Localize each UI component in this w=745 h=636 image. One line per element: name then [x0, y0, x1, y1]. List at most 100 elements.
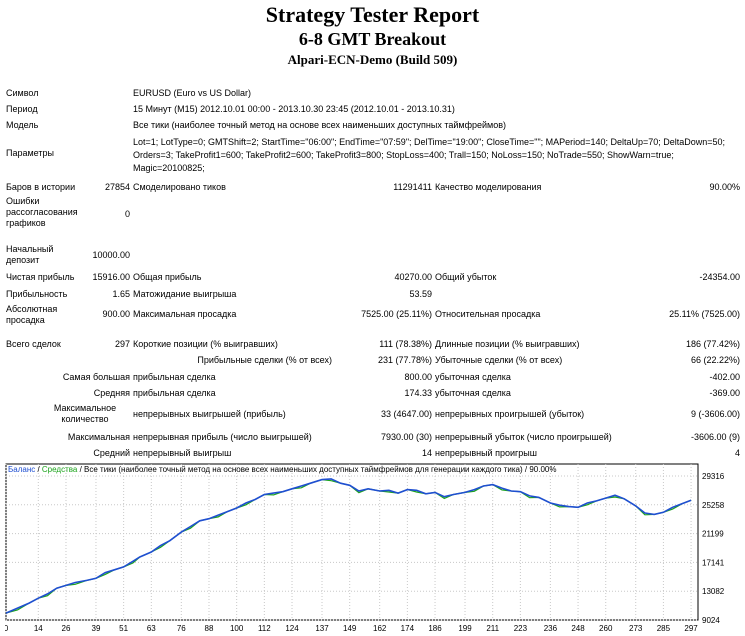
gross-profit-value: 40270.00 — [394, 272, 432, 282]
params-label: Параметры — [6, 148, 54, 158]
balance-line — [5, 478, 692, 614]
x-tick-label: 297 — [684, 624, 698, 633]
expected-payoff-label: Матожидание выигрыша — [133, 289, 237, 299]
largest-profit-label: прибыльная сделка — [133, 372, 216, 382]
chart-plot-area — [5, 463, 699, 621]
x-tick-label: 260 — [599, 624, 613, 633]
average-loss-value: -369.00 — [709, 388, 740, 398]
loss-trades-label: Убыточные сделки (% от всех) — [435, 355, 563, 365]
largest-label: Самая большая — [62, 372, 130, 382]
x-tick-label: 236 — [544, 624, 558, 633]
average-loss-label: убыточная сделка — [435, 388, 511, 398]
balance-chart: 0 14 26 39 51 63 76 88 100 112 124 137 149 162 174 186 1… — [5, 463, 725, 633]
max-drawdown-label: Максимальная просадка — [133, 309, 237, 319]
x-tick-label: 273 — [629, 624, 643, 633]
deposit-value: 10000.00 — [92, 250, 130, 260]
x-tick-label: 248 — [571, 624, 585, 633]
x-tick-label: 285 — [657, 624, 671, 633]
avg-cons-wins-value: 14 — [421, 448, 432, 458]
quality-value: 90.00% — [709, 182, 740, 192]
gross-profit-label: Общая прибыль — [133, 272, 202, 282]
cons-profit-label: непрерывная прибыль (число выигрышей) — [133, 432, 312, 442]
maximal-label: Максимальная — [67, 432, 130, 442]
profit-factor-value: 1.65 — [112, 289, 130, 299]
quality-label: Качество моделирования — [435, 182, 542, 192]
net-profit-value: 15916.00 — [92, 272, 130, 282]
legend-description: / Все тики (наиболее точный метод на осн… — [77, 465, 557, 474]
x-tick-label: 223 — [514, 624, 528, 633]
net-profit-label: Чистая прибыль — [6, 272, 75, 282]
short-positions-value: 111 (78.38%) — [379, 339, 432, 349]
avg-cons-label: Средний — [93, 448, 130, 458]
x-tick-label: 186 — [428, 624, 442, 633]
model-label: Модель — [6, 120, 39, 130]
rel-drawdown-label: Относительная просадка — [435, 309, 541, 319]
profit-trades-label: Прибыльные сделки (% от всех) — [197, 355, 332, 365]
x-tick-label: 14 — [34, 624, 43, 633]
x-tick-label: 199 — [458, 624, 472, 633]
x-tick-label: 100 — [230, 624, 244, 633]
cons-loss-label: непрерывный убыток (число проигрышей) — [435, 432, 612, 442]
x-tick-label: 26 — [62, 624, 71, 633]
report-title: Strategy Tester Report — [265, 2, 480, 27]
x-tick-label: 112 — [258, 624, 271, 633]
x-tick-label: 51 — [119, 624, 128, 633]
largest-loss-value: -402.00 — [709, 372, 740, 382]
max-drawdown-value: 7525.00 (25.11%) — [361, 309, 432, 319]
legend-separator: / — [35, 465, 42, 474]
avg-cons-wins-label: непрерывный выигрыш — [133, 448, 232, 458]
cons-loss-value: -3606.00 (9) — [690, 432, 740, 442]
cons-profit-value: 7930.00 (30) — [380, 432, 432, 442]
model-value: Все тики (наиболее точный метод на основ… — [133, 120, 506, 130]
deposit-label: Начальный депозит — [6, 244, 54, 265]
x-tick-label: 39 — [92, 624, 101, 633]
cons-wins-label: непрерывных выигрышей (прибыль) — [133, 409, 286, 419]
largest-profit-value: 800.00 — [404, 372, 432, 382]
cons-losses-value: 9 (-3606.00) — [690, 409, 740, 419]
gross-loss-label: Общий убыток — [435, 272, 497, 282]
x-tick-label: 149 — [343, 624, 357, 633]
period-label: Период — [6, 104, 38, 114]
ticks-value: 11291411 — [393, 182, 432, 192]
cons-wins-value: 33 (4647.00) — [380, 409, 432, 419]
symbol-label: Символ — [6, 88, 39, 98]
period-value: 15 Минут (M15) 2012.10.01 00:00 - 2013.1… — [133, 104, 455, 114]
total-trades-label: Всего сделок — [6, 339, 61, 349]
avg-cons-losses-value: 4 — [734, 448, 740, 458]
profit-trades-value: 231 (77.78%) — [377, 355, 432, 365]
bars-label: Баров в истории — [6, 182, 76, 192]
loss-trades-value: 66 (22.22%) — [690, 355, 740, 365]
short-positions-label: Короткие позиции (% выигравших) — [133, 339, 278, 349]
y-tick-label: 29316 — [702, 472, 725, 481]
x-tick-label: 76 — [177, 624, 186, 633]
cons-losses-label: непрерывных проигрышей (убыток) — [435, 409, 585, 419]
y-tick-label: 17141 — [702, 558, 725, 567]
avg-cons-losses-label: непрерывный проигрыш — [435, 448, 537, 458]
x-tick-label: 137 — [315, 624, 329, 633]
params-value: Lot=1; LotType=0; GMTShift=2; StartTime=… — [133, 137, 726, 173]
average-label: Средняя — [93, 388, 130, 398]
bars-value: 27854 — [104, 182, 130, 192]
legend-balance: Баланс — [8, 465, 36, 474]
x-tick-label: 211 — [486, 624, 499, 633]
profit-factor-label: Прибыльность — [6, 289, 68, 299]
x-tick-label: 174 — [401, 624, 415, 633]
max-count-label: Максимальное количество — [53, 403, 117, 424]
x-tick-label: 162 — [373, 624, 387, 633]
rel-drawdown-value: 25.11% (7525.00) — [669, 309, 740, 319]
legend-equity: Средства — [41, 465, 78, 474]
largest-loss-label: убыточная сделка — [435, 372, 511, 382]
abs-drawdown-label: Абсолютная просадка — [6, 304, 58, 325]
abs-drawdown-value: 900.00 — [102, 309, 130, 319]
x-tick-label: 0 — [5, 624, 9, 633]
y-tick-label: 9024 — [702, 616, 720, 625]
chart-legend: Баланс / Средства / Все тики (наиболее т… — [8, 465, 556, 474]
x-tick-label: 88 — [205, 624, 214, 633]
x-tick-label: 63 — [147, 624, 156, 633]
average-profit-label: прибыльная сделка — [133, 388, 216, 398]
average-profit-value: 174.33 — [404, 388, 432, 398]
expected-payoff-value: 53.59 — [409, 289, 432, 299]
symbol-value: EURUSD (Euro vs US Dollar) — [133, 88, 252, 98]
ticks-label: Смоделировано тиков — [133, 182, 226, 192]
gross-loss-value: -24354.00 — [699, 272, 740, 282]
